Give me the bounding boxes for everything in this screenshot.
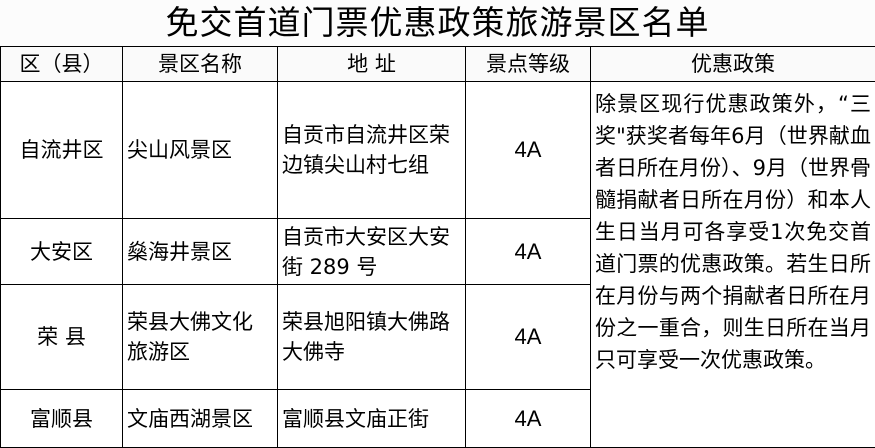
table-row: 自流井区 尖山风景区 自贡市自流井区荣边镇尖山村七组 4A 除景区现行优惠政策外… bbox=[1, 82, 875, 219]
address-cell: 自贡市大安区大安街 289 号 bbox=[278, 219, 466, 285]
name-cell: 荣县大佛文化旅游区 bbox=[123, 285, 278, 390]
scenic-spot-table: 区（县） 景区名称 地 址 景点等级 优惠政策 自流井区 尖山风景区 自贡市自流… bbox=[0, 46, 875, 448]
page-title: 免交首道门票优惠政策旅游景区名单 bbox=[0, 0, 875, 46]
name-cell: 燊海井景区 bbox=[123, 219, 278, 285]
name-cell: 文庙西湖景区 bbox=[123, 390, 278, 448]
header-grade: 景点等级 bbox=[466, 47, 591, 82]
grade-cell: 4A bbox=[466, 219, 591, 285]
name-cell: 尖山风景区 bbox=[123, 82, 278, 219]
district-cell: 自流井区 bbox=[1, 82, 123, 219]
grade-cell: 4A bbox=[466, 82, 591, 219]
district-cell: 荣 县 bbox=[1, 285, 123, 390]
header-district: 区（县） bbox=[1, 47, 123, 82]
district-cell: 大安区 bbox=[1, 219, 123, 285]
policy-cell: 除景区现行优惠政策外，“三奖"获奖者每年6月（世界献血者日所在月份）、9月（世界… bbox=[591, 82, 875, 448]
address-cell: 荣县旭阳镇大佛路大佛寺 bbox=[278, 285, 466, 390]
header-name: 景区名称 bbox=[123, 47, 278, 82]
header-row: 区（县） 景区名称 地 址 景点等级 优惠政策 bbox=[1, 47, 875, 82]
header-address: 地 址 bbox=[278, 47, 466, 82]
address-cell: 自贡市自流井区荣边镇尖山村七组 bbox=[278, 82, 466, 219]
district-cell: 富顺县 bbox=[1, 390, 123, 448]
grade-cell: 4A bbox=[466, 285, 591, 390]
address-cell: 富顺县文庙正街 bbox=[278, 390, 466, 448]
header-policy: 优惠政策 bbox=[591, 47, 875, 82]
grade-cell: 4A bbox=[466, 390, 591, 448]
